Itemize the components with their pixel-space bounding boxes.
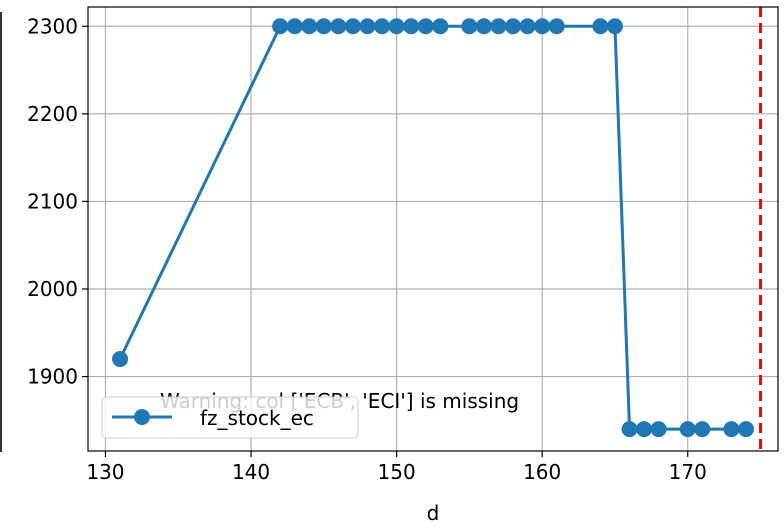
series-line: [118, 24, 746, 431]
data-point: [315, 18, 332, 35]
data-point: [388, 18, 405, 35]
data-point: [723, 421, 740, 438]
data-point: [374, 18, 391, 35]
data-point: [694, 421, 711, 438]
data-point: [330, 18, 347, 35]
data-point: [592, 18, 609, 35]
y-tick-label: 2100: [27, 189, 78, 213]
data-point: [417, 18, 434, 35]
x-tick-label: 140: [232, 460, 270, 484]
data-point: [475, 18, 492, 35]
legend-box: [101, 396, 359, 439]
x-tick-label: 160: [523, 460, 561, 484]
y-tick-label: 2300: [27, 14, 78, 38]
data-point: [112, 351, 129, 368]
series-layer: [112, 18, 754, 438]
data-point: [272, 18, 289, 35]
y-tick-label: 2000: [27, 277, 78, 301]
data-point: [461, 18, 478, 35]
data-point: [286, 18, 303, 35]
tick-layer: 130 140 150 160 170 1900 2000 2100 2200 2300: [27, 14, 707, 484]
legend-marker: [134, 409, 150, 425]
data-point: [606, 18, 623, 35]
legend-label: fz_stock_ec: [200, 406, 314, 430]
y-tick-label: 1900: [27, 365, 78, 389]
data-point: [650, 421, 667, 438]
data-point: [621, 421, 638, 438]
data-point: [432, 18, 449, 35]
x-tick-label: 150: [378, 460, 416, 484]
x-axis-label: d: [427, 501, 440, 525]
data-point: [534, 18, 551, 35]
x-tick-label: 170: [669, 460, 707, 484]
data-point: [519, 18, 536, 35]
data-point: [301, 18, 318, 35]
legend: fz_stock_ec: [101, 396, 359, 439]
grid-layer: [88, 7, 778, 451]
x-tick-label: 130: [86, 460, 124, 484]
plot-frame: [87, 6, 779, 452]
data-point: [490, 18, 507, 35]
data-point: [636, 421, 653, 438]
y-tick-label: 2200: [27, 102, 78, 126]
data-point: [505, 18, 522, 35]
data-point: [403, 18, 420, 35]
data-point: [359, 18, 376, 35]
data-point: [548, 18, 565, 35]
data-point: [679, 421, 696, 438]
data-point: [737, 421, 754, 438]
data-point: [344, 18, 361, 35]
